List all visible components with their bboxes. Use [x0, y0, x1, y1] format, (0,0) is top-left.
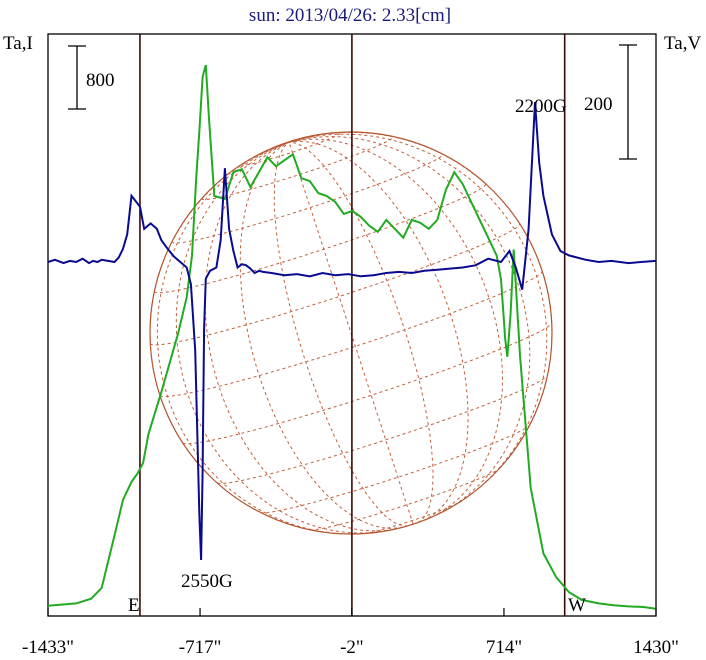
sun-disk [149, 131, 553, 535]
series-line-stokes-v [47, 101, 657, 561]
annotation-left-field: 2550G [181, 571, 233, 592]
x-tick-label-4: 1430" [633, 637, 679, 658]
limb-label-east: E [128, 595, 140, 616]
x-tick-label-1: -717" [179, 637, 222, 658]
series-line-stokes-i [47, 64, 657, 610]
chart-title: sun: 2013/04/26: 2.33[cm] [249, 5, 451, 26]
scale-bar-right-label: 200 [584, 94, 613, 115]
scale-bar-left [68, 45, 86, 110]
scale-bar-left-label: 800 [86, 70, 115, 91]
annotation-right-field: 2200G [515, 96, 567, 117]
x-tick-label-2: -2" [340, 637, 364, 658]
left-axis-label: Ta,I [3, 33, 33, 54]
right-axis-label: Ta,V [664, 33, 701, 54]
limb-label-west: W [568, 595, 586, 616]
x-tick-label-3: 714" [486, 637, 522, 658]
scale-bar-right [619, 44, 637, 160]
x-tick-label-0: -1433" [22, 637, 74, 658]
